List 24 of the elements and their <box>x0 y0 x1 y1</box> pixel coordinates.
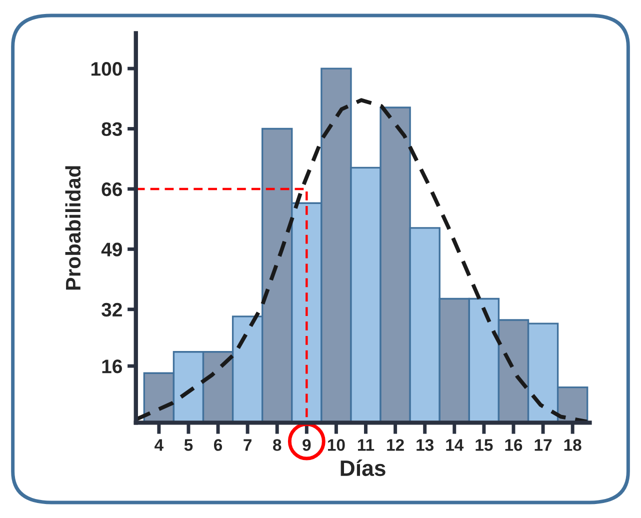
x-axis-title: Días <box>340 460 386 476</box>
y-tick-label: 32 <box>102 302 122 317</box>
x-tick-label: 18 <box>564 439 582 451</box>
x-tick-label: 17 <box>534 439 552 451</box>
y-tick-label: 100 <box>91 62 122 76</box>
y-tick-label: 66 <box>102 182 122 196</box>
y-tick-label: 83 <box>102 122 122 136</box>
line-series <box>136 98 590 423</box>
x-tick-label: 7 <box>244 439 252 451</box>
x-tick-label: 15 <box>476 439 493 451</box>
y-tick-label: 49 <box>101 242 122 256</box>
y-tick-label: 16 <box>102 359 122 374</box>
x-tick-label: 14 <box>446 439 464 451</box>
y-axis-title: Probabilidad <box>65 166 81 290</box>
x-tick-label: 9 <box>302 439 311 451</box>
x-tick-label: 4 <box>154 439 164 451</box>
x-tick-label: 6 <box>214 439 222 451</box>
x-tick-label: 10 <box>328 439 345 451</box>
x-tick-label: 8 <box>273 439 282 451</box>
x-tick-label: 13 <box>416 439 434 451</box>
x-tick-label: 16 <box>505 439 522 451</box>
x-tick-label: 11 <box>358 439 374 451</box>
x-tick-label: 12 <box>387 439 404 451</box>
x-tick-label: 5 <box>184 439 193 451</box>
